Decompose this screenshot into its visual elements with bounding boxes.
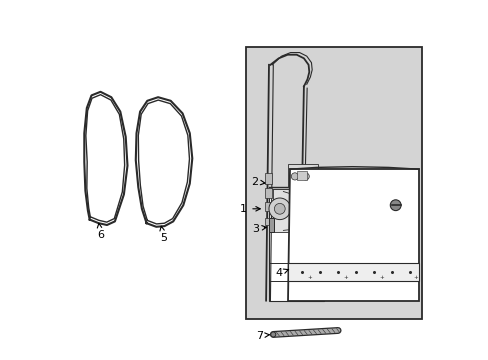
Text: 1: 1: [240, 204, 260, 214]
Text: +: +: [412, 275, 417, 280]
Text: 4: 4: [275, 268, 288, 278]
Bar: [287, 164, 318, 187]
Polygon shape: [287, 263, 418, 281]
Text: 7: 7: [256, 330, 269, 341]
Circle shape: [389, 200, 400, 211]
Circle shape: [302, 173, 309, 180]
Text: +: +: [378, 275, 383, 280]
Circle shape: [270, 332, 275, 337]
Text: 2: 2: [250, 177, 264, 187]
Text: +: +: [342, 275, 347, 280]
Text: 3: 3: [251, 224, 266, 234]
Text: +: +: [306, 275, 311, 280]
Circle shape: [274, 203, 285, 214]
Bar: [296, 171, 307, 180]
Polygon shape: [268, 189, 323, 301]
Polygon shape: [273, 189, 320, 232]
Polygon shape: [287, 169, 418, 301]
Bar: [264, 202, 272, 211]
Bar: [264, 173, 272, 184]
Bar: [268, 218, 274, 232]
Text: 6: 6: [97, 223, 104, 240]
Bar: [264, 188, 272, 198]
Circle shape: [268, 198, 290, 220]
Circle shape: [291, 173, 298, 180]
Bar: [264, 218, 272, 225]
Bar: [246, 47, 421, 319]
Text: 5: 5: [160, 226, 167, 243]
